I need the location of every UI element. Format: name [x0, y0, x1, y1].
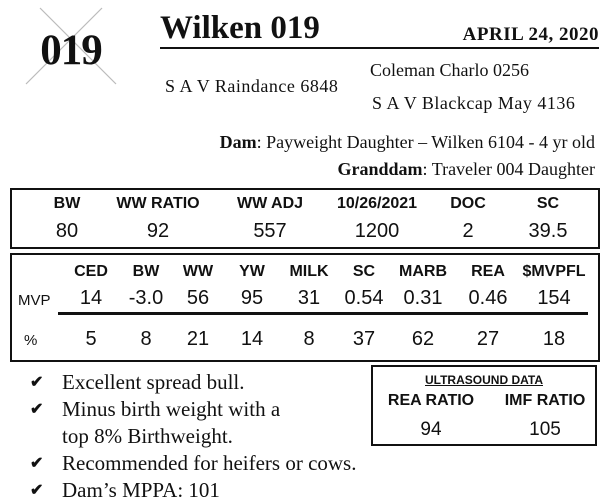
check-icon: ✔ [30, 455, 44, 472]
note-item-continuation: top 8% Birthweight. [30, 423, 356, 450]
note-item: ✔ Minus birth weight with a [30, 396, 356, 423]
epd-pct-rea: 27 [476, 328, 500, 350]
epd-header-mvpfl: $MVPFL [522, 263, 586, 280]
percentile-row-label: % [24, 332, 38, 349]
check-icon: ✔ [30, 374, 44, 391]
note-text: Minus birth weight with a [62, 397, 281, 421]
epd-mvp-rea: 0.46 [468, 287, 508, 309]
ultrasound-title: ULTRASOUND DATA [425, 373, 543, 387]
epd-pct-milk: 8 [303, 328, 315, 350]
granddam-line: Granddam: Traveler 004 Daughter [338, 159, 596, 180]
perf-value-doc: 2 [462, 220, 474, 242]
perf-header-bw: BW [53, 195, 81, 212]
lot-cross-lines [25, 7, 117, 85]
epd-header-bw: BW [132, 263, 160, 280]
epd-header-marb: MARB [399, 263, 447, 280]
epd-header-ww: WW [182, 263, 214, 280]
epd-header-sc: SC [352, 263, 376, 280]
mvp-row-label: MVP [18, 292, 51, 309]
epd-header-milk: MILK [289, 263, 329, 280]
epd-pct-yw: 14 [240, 328, 264, 350]
note-text: Dam’s MPPA: 101 [62, 478, 220, 502]
note-item: ✔ Recommended for heifers or cows. [30, 450, 356, 477]
bull-name: Wilken 019 [160, 10, 320, 46]
epd-mvp-sc: 0.54 [344, 287, 384, 309]
epd-mvp-milk: 31 [297, 287, 321, 309]
note-item: ✔ Dam’s MPPA: 101 [30, 477, 356, 504]
epd-mvp-mvpfl: 154 [537, 287, 571, 309]
granddam-value: : Traveler 004 Daughter [422, 159, 595, 179]
sire-sire-name: Coleman Charlo 0256 [370, 60, 529, 80]
perf-value-ww-adj: 557 [253, 220, 287, 242]
lot-mark: 019 [18, 6, 124, 86]
epd-pct-ced: 5 [85, 328, 97, 350]
epd-header-ced: CED [74, 263, 108, 280]
epd-mvp-ced: 14 [79, 287, 103, 309]
check-icon: ✔ [30, 401, 44, 418]
title-divider [160, 47, 599, 49]
sire-dam-name: S A V Blackcap May 4136 [372, 93, 576, 113]
note-text: Excellent spread bull. [62, 370, 245, 394]
performance-table: BW WW RATIO WW ADJ 10/26/2021 DOC SC 80 … [10, 188, 600, 249]
check-icon: ✔ [30, 482, 44, 499]
epd-mvp-ww: 56 [186, 287, 210, 309]
epd-pct-marb: 62 [411, 328, 435, 350]
lot-number: 019 [40, 27, 103, 74]
epd-pct-bw: 8 [140, 328, 152, 350]
imf-ratio-label: IMF RATIO [504, 392, 586, 409]
granddam-label: Granddam [337, 159, 423, 179]
imf-ratio-value: 105 [529, 419, 561, 440]
epd-mvp-bw: -3.0 [128, 287, 164, 309]
perf-value-ww-ratio: 92 [146, 220, 170, 242]
epd-divider [58, 312, 588, 315]
perf-value-date-weight: 1200 [354, 220, 400, 242]
rea-ratio-label: REA RATIO [387, 392, 475, 409]
epd-table: CED BW WW YW MILK SC MARB REA $MVPFL MVP… [10, 253, 600, 362]
epd-header-rea: REA [471, 263, 505, 280]
perf-value-bw: 80 [55, 220, 79, 242]
sale-date: APRIL 24, 2020 [462, 24, 599, 45]
epd-pct-sc: 37 [352, 328, 376, 350]
dam-line: Dam: Payweight Daughter – Wilken 6104 - … [220, 132, 595, 153]
note-text: Recommended for heifers or cows. [62, 451, 357, 475]
dam-value: : Payweight Daughter – Wilken 6104 - 4 y… [256, 132, 595, 152]
perf-header-ww-adj: WW ADJ [236, 195, 304, 212]
epd-pct-ww: 21 [186, 328, 210, 350]
ultrasound-panel: ULTRASOUND DATA REA RATIO IMF RATIO 94 1… [371, 365, 597, 446]
perf-header-ww-ratio: WW RATIO [116, 195, 200, 212]
perf-value-sc: 39.5 [528, 220, 568, 242]
notes-list: ✔ Excellent spread bull. ✔ Minus birth wei… [30, 369, 356, 504]
note-text: top 8% Birthweight. [62, 424, 233, 448]
epd-mvp-yw: 95 [240, 287, 264, 309]
epd-pct-mvpfl: 18 [542, 328, 566, 350]
sire-name: S A V Raindance 6848 [165, 76, 339, 96]
perf-header-sc: SC [536, 195, 560, 212]
note-item: ✔ Excellent spread bull. [30, 369, 356, 396]
rea-ratio-value: 94 [420, 419, 442, 440]
dam-label: Dam [219, 132, 257, 152]
epd-mvp-marb: 0.31 [403, 287, 443, 309]
epd-header-yw: YW [239, 263, 265, 280]
perf-header-date-weight: 10/26/2021 [336, 195, 418, 212]
perf-header-doc: DOC [450, 195, 486, 212]
